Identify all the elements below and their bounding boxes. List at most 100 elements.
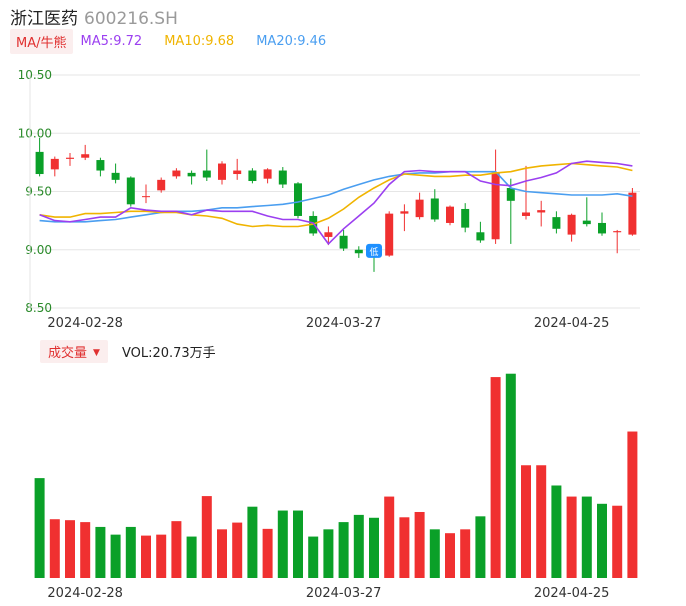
volume-bar xyxy=(338,522,349,578)
volume-bar xyxy=(521,465,531,578)
volume-bar xyxy=(551,485,562,578)
volume-legend: 成交量 ▼ VOL:20.73万手 xyxy=(40,339,216,363)
candle-body xyxy=(96,160,105,171)
candle-body xyxy=(111,172,120,180)
candle-body xyxy=(582,220,591,225)
volume-bar xyxy=(627,431,638,578)
y-tick-label: 9.50 xyxy=(25,185,52,199)
volume-bar xyxy=(110,534,121,578)
dropdown-arrow-icon: ▼ xyxy=(93,347,100,358)
candle-body xyxy=(613,231,622,233)
ma20-legend: MA20:9.46 xyxy=(256,33,327,49)
candle-body xyxy=(142,196,150,198)
volume-bar xyxy=(597,503,607,578)
volume-bar xyxy=(232,522,243,578)
candle-body xyxy=(354,249,363,254)
ma10-legend: MA10:9.68 xyxy=(164,33,235,49)
price-chart: 10.50 10.00 9.50 9.00 8.50 低 2024-02-28 2024-03… xyxy=(18,68,640,331)
candle-body xyxy=(157,179,166,191)
volume-bar xyxy=(581,496,592,578)
volume-bar xyxy=(141,535,151,578)
volume-bar xyxy=(34,478,45,578)
candle-body xyxy=(385,213,394,256)
candle-body xyxy=(491,172,500,240)
stock-name: 浙江医药 xyxy=(10,9,78,29)
volume-bar xyxy=(201,496,212,578)
y-tick-label: 9.00 xyxy=(25,243,52,257)
candle-body xyxy=(233,170,242,175)
volume-bar xyxy=(80,522,91,578)
candle-body xyxy=(598,222,606,234)
volume-bar xyxy=(536,465,547,578)
volume-indicator-label: 成交量 xyxy=(48,345,88,361)
volume-bar xyxy=(475,516,486,578)
volume-bar xyxy=(156,534,167,578)
volume-bar xyxy=(323,529,334,578)
volume-bar xyxy=(95,526,106,578)
candle-body xyxy=(202,170,211,178)
candle-body xyxy=(81,154,90,158)
low-marker-label: 低 xyxy=(369,246,378,258)
candle-body xyxy=(446,206,454,223)
volume-bar xyxy=(217,529,227,578)
volume-x-tick-label: 2024-04-25 xyxy=(534,586,610,601)
ma-legend: MA/牛熊 MA5:9.72 MA10:9.68 MA20:9.46 xyxy=(10,28,340,54)
x-tick-label: 2024-04-25 xyxy=(534,316,610,331)
volume-bar xyxy=(186,536,197,578)
ma-indicator-selector[interactable]: MA/牛熊 xyxy=(10,28,73,54)
ma5-line xyxy=(39,160,633,246)
candle-body xyxy=(248,170,257,182)
ma10-line xyxy=(39,162,633,228)
candle-body xyxy=(50,158,59,170)
stock-code: 600216.SH xyxy=(84,9,178,29)
candle-body xyxy=(522,212,530,216)
x-tick-label: 2024-02-28 xyxy=(47,316,123,331)
x-tick-label: 2024-03-27 xyxy=(306,316,382,331)
volume-bar xyxy=(369,517,379,578)
volume-value: VOL:20.73万手 xyxy=(121,345,216,361)
low-marker xyxy=(366,243,382,258)
candle-body xyxy=(415,199,424,218)
volume-bar xyxy=(247,506,258,578)
volume-bar xyxy=(399,517,410,578)
candle-body xyxy=(278,170,287,185)
candle-body xyxy=(430,198,439,220)
volume-bar xyxy=(262,528,273,578)
y-tick-label: 8.50 xyxy=(25,301,52,315)
volume-bar xyxy=(125,526,136,578)
volume-bar xyxy=(460,529,471,578)
candle-body xyxy=(537,210,546,213)
candle-body xyxy=(552,217,561,229)
volume-bar xyxy=(308,536,319,578)
volume-bar xyxy=(505,373,516,578)
candle-body xyxy=(187,172,196,177)
volume-bar xyxy=(490,377,501,578)
candle-body xyxy=(567,214,576,235)
candle-body xyxy=(172,170,181,177)
candle-body xyxy=(66,157,74,159)
volume-indicator-selector[interactable]: 成交量 ▼ xyxy=(40,339,108,363)
candle-body xyxy=(35,151,44,175)
candle-body xyxy=(400,211,409,214)
volume-bar xyxy=(414,511,425,578)
volume-bar xyxy=(445,533,455,578)
candle-body xyxy=(476,232,485,241)
candle-body xyxy=(461,208,470,228)
candle-body xyxy=(339,235,348,249)
stock-header: 浙江医药 600216.SH xyxy=(10,4,178,29)
volume-bar xyxy=(293,510,303,578)
volume-bar xyxy=(65,520,75,578)
volume-bar xyxy=(384,496,395,578)
candle-body xyxy=(628,192,637,235)
volume-x-tick-label: 2024-03-27 xyxy=(306,586,382,601)
candle-body xyxy=(126,177,135,205)
volume-bar xyxy=(353,514,364,578)
volume-bar xyxy=(171,521,182,578)
volume-bar xyxy=(49,519,60,578)
y-tick-label: 10.00 xyxy=(18,126,52,140)
volume-bar xyxy=(566,496,577,578)
candle-body xyxy=(263,169,272,179)
candle-body xyxy=(294,183,302,216)
y-tick-label: 10.50 xyxy=(18,68,52,82)
candle-body xyxy=(218,163,226,180)
